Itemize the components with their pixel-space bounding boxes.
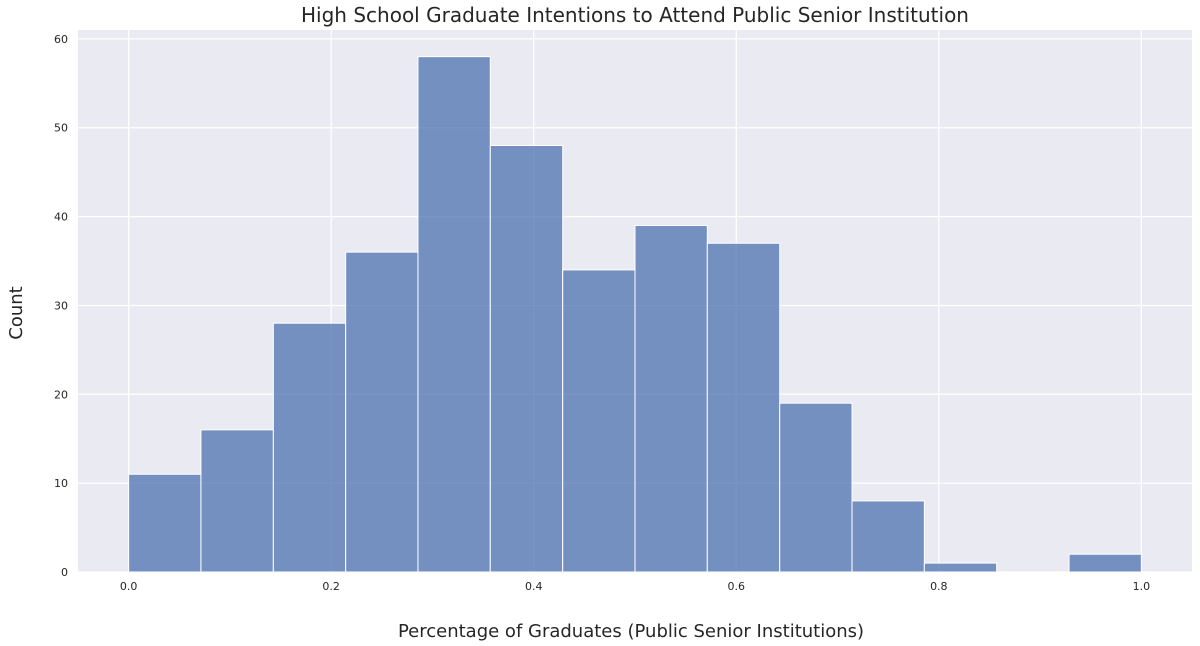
- x-tick-label: 0.0: [120, 580, 138, 593]
- x-tick-label: 0.8: [930, 580, 948, 593]
- histogram-bar: [200, 429, 274, 573]
- histogram-bar: [417, 56, 491, 573]
- y-tick-label: 10: [54, 477, 68, 490]
- y-tick-label: 50: [54, 122, 68, 135]
- x-tick-label: 0.4: [525, 580, 543, 593]
- histogram-bar: [1068, 553, 1142, 573]
- histogram-bars: [128, 56, 1142, 573]
- histogram-bar: [489, 145, 564, 573]
- y-tick-label: 20: [54, 388, 68, 401]
- y-tick-label: 0: [61, 566, 68, 579]
- y-tick-label: 30: [54, 299, 68, 312]
- x-tick-label: 1.0: [1133, 580, 1151, 593]
- x-tick-label: 0.6: [728, 580, 746, 593]
- y-tick-labels: 0 10 20 30 40 50 60: [54, 33, 68, 579]
- histogram-bar: [562, 269, 636, 573]
- histogram-bar: [851, 500, 925, 573]
- x-tick-labels: 0.0 0.2 0.4 0.6 0.8 1.0: [120, 580, 1150, 593]
- histogram-bar: [272, 322, 347, 573]
- histogram-bar: [128, 473, 202, 573]
- histogram-bar: [634, 224, 708, 573]
- histogram-bar: [345, 251, 419, 573]
- y-tick-label: 60: [54, 33, 68, 46]
- histogram-bar: [779, 402, 853, 573]
- y-tick-label: 40: [54, 211, 68, 224]
- histogram-bar: [706, 242, 781, 573]
- x-tick-label: 0.2: [322, 580, 340, 593]
- x-axis-label: Percentage of Graduates (Public Senior I…: [398, 621, 864, 642]
- chart-title: High School Graduate Intentions to Atten…: [301, 3, 969, 27]
- y-axis-label: Count: [6, 286, 27, 339]
- histogram-bar: [923, 562, 998, 573]
